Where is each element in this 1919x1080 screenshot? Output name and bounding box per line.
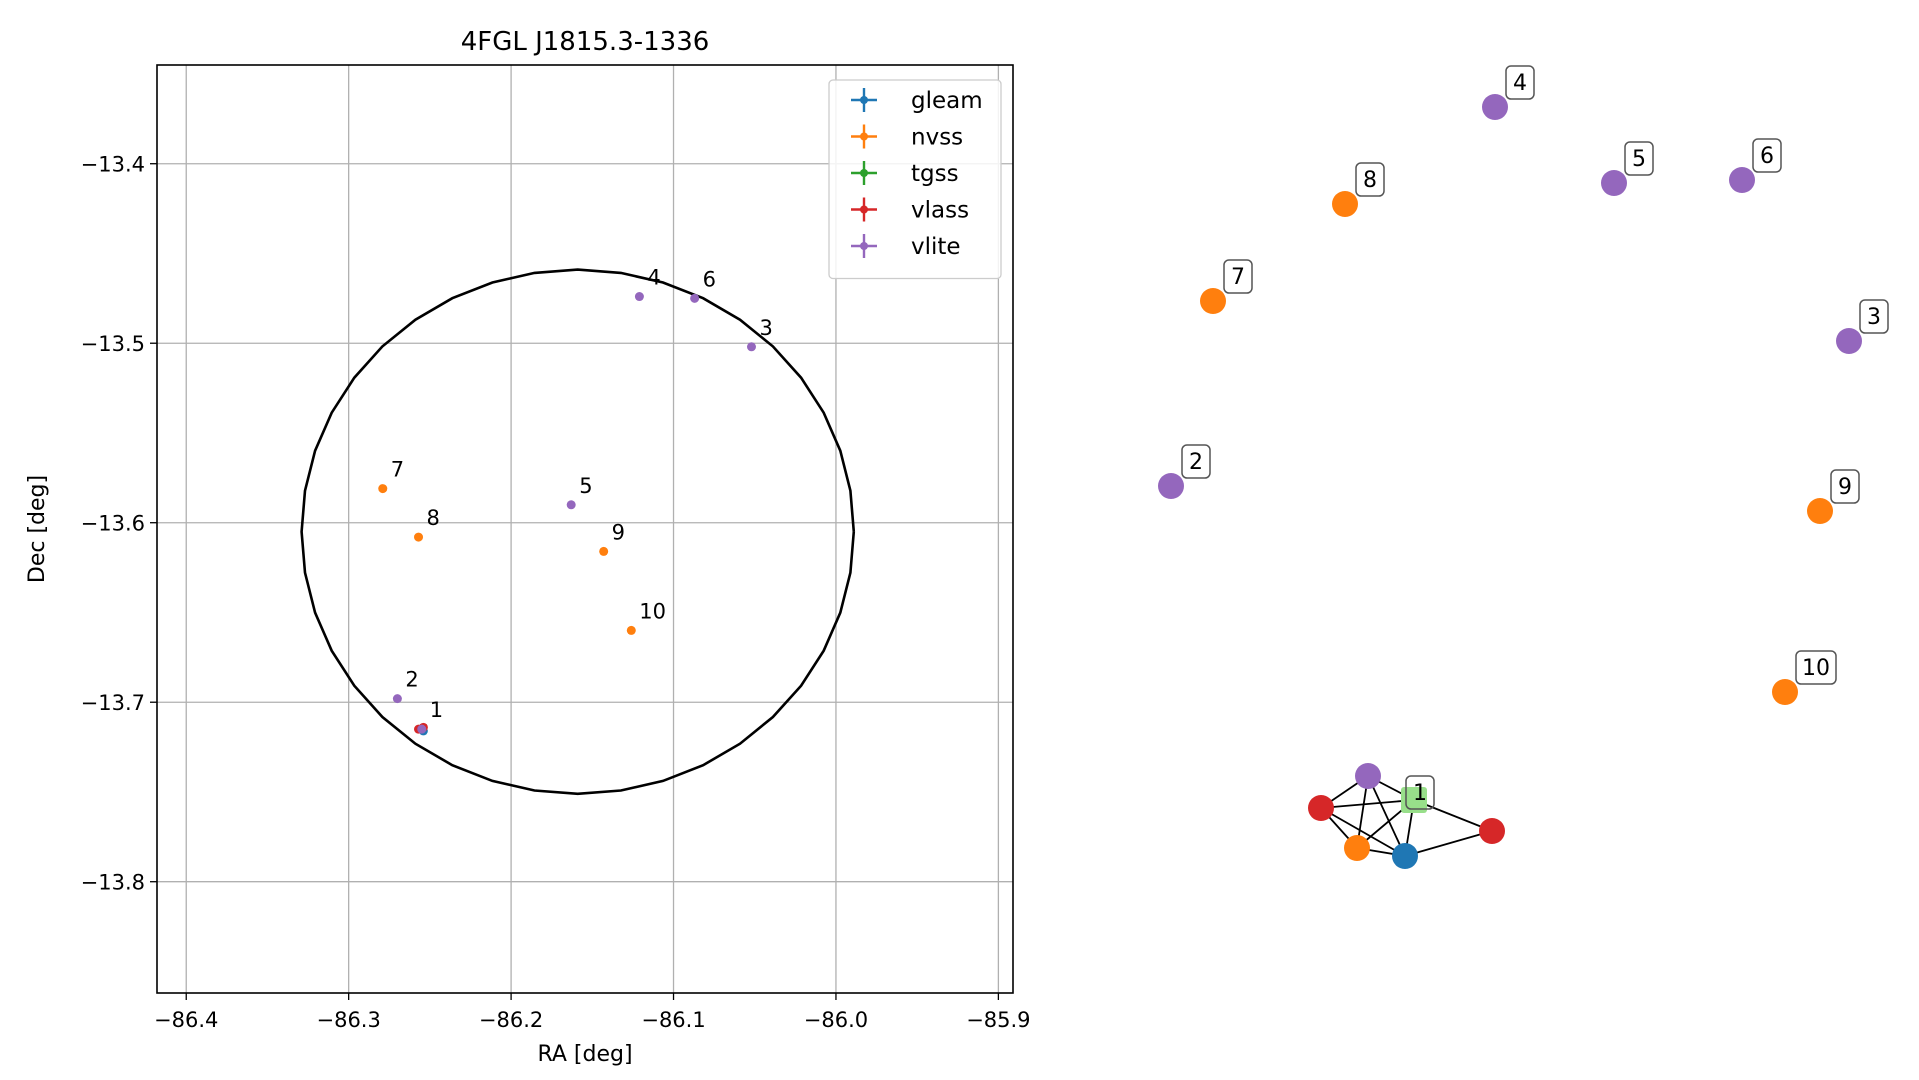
network-node <box>1772 679 1798 705</box>
node-label: 6 <box>1760 144 1774 169</box>
node-label-box <box>1830 469 1860 504</box>
x-tick-label: −86.0 <box>804 1008 868 1032</box>
node-label-box <box>1624 141 1654 176</box>
point-label: 7 <box>391 458 404 482</box>
node-label: 8 <box>1363 168 1377 193</box>
node-label: 4 <box>1513 71 1527 96</box>
node-label: 3 <box>1867 305 1881 330</box>
legend-marker-dot <box>860 96 868 104</box>
network-edge <box>1367 775 1406 857</box>
legend-marker-dot <box>860 132 868 141</box>
y-tick-label: −13.4 <box>81 153 145 177</box>
node-label-box <box>1752 138 1782 173</box>
point-label: 10 <box>639 599 666 623</box>
network-node <box>1729 167 1755 193</box>
network-node <box>1158 473 1184 499</box>
vlite-data-point <box>634 292 644 302</box>
vlite-data-point <box>392 694 402 704</box>
legend-marker-dot <box>860 242 868 250</box>
legend-marker-dot <box>860 169 868 177</box>
legend-marker-dot <box>860 205 868 214</box>
point-label: 4 <box>647 266 660 290</box>
error-ellipse-layer <box>300 268 856 796</box>
x-tick-label: −85.9 <box>966 1008 1030 1032</box>
legend-entry-vlite: vlite <box>911 234 961 260</box>
network-node <box>1392 843 1418 869</box>
network-nodes: 2 3 4 5 6 7 8 9 10 1 <box>1158 65 1889 869</box>
legend-entry-tgss: tgss <box>911 161 959 187</box>
x-tick-label: −86.2 <box>479 1008 543 1032</box>
point-label: 9 <box>612 520 625 544</box>
plot-frame <box>156 64 1014 994</box>
nvss-data-point <box>378 484 388 494</box>
nvss-data-point <box>599 546 609 556</box>
network-edge <box>1404 830 1493 857</box>
vlite-data-point <box>417 724 427 734</box>
x-axis-label: RA [deg] <box>537 1042 632 1067</box>
network-edge <box>1320 799 1415 809</box>
point-label: 1 <box>430 698 443 722</box>
chart-title: 4FGL J1815.3-1336 <box>461 27 710 57</box>
node-label: 7 <box>1231 265 1245 290</box>
legend-entry-vlass: vlass <box>911 198 969 224</box>
x-tick-label: −86.3 <box>316 1008 380 1032</box>
vlite-data-point <box>690 293 700 303</box>
y-tick-label: −13.6 <box>81 512 145 536</box>
point-label: 2 <box>405 668 418 692</box>
network-node <box>1807 498 1833 524</box>
x-tick-label: −86.4 <box>154 1008 218 1032</box>
y-tick-label: −13.7 <box>81 691 145 715</box>
point-label: 6 <box>703 267 716 291</box>
network-node <box>1332 191 1358 217</box>
point-label: 3 <box>759 316 772 340</box>
point-label: 8 <box>427 506 440 530</box>
network-node <box>1601 170 1627 196</box>
node-label-box <box>1181 444 1211 479</box>
network-node <box>1482 94 1508 120</box>
network-graph-panel: 2 3 4 5 6 7 8 9 10 1 <box>1158 65 1889 869</box>
node-label: 1 <box>1413 781 1427 806</box>
node-label-box <box>1355 162 1385 197</box>
network-node <box>1836 328 1862 354</box>
node-label-box <box>1859 299 1889 334</box>
y-tick-label: −13.8 <box>81 871 145 895</box>
data-points-layer: 78 9 10 12 3 4 5 6 <box>378 266 773 736</box>
legend-entry-nvss: nvss <box>911 125 963 151</box>
y-axis-label: Dec [deg] <box>25 475 50 583</box>
node-label-box <box>1405 775 1435 810</box>
legend-box <box>828 79 1002 280</box>
scatter-plot-panel: 78 9 10 12 3 4 5 6 −86.4 −86.3 −86.2 −86.1 −86.0 −85… <box>25 27 1031 1067</box>
y-tick-label: −13.5 <box>81 332 145 356</box>
nvss-data-point <box>626 625 636 635</box>
axis-ticks: −86.4 −86.3 −86.2 −86.1 −86.0 −85.9 −13.4 −13.5… <box>81 153 1031 1032</box>
error-ellipse <box>300 268 856 796</box>
point-label: 5 <box>579 474 592 498</box>
network-node <box>1200 288 1226 314</box>
node-label: 5 <box>1632 147 1646 172</box>
network-node <box>1479 818 1505 844</box>
node-label: 10 <box>1802 656 1830 681</box>
node-label-box <box>1223 259 1253 294</box>
legend: gleam nvss tgss vlass vlite <box>828 79 1002 280</box>
legend-entry-gleam: gleam <box>911 88 983 114</box>
vlite-data-point <box>746 342 756 352</box>
vlite-data-point <box>566 500 576 510</box>
network-edge <box>1320 807 1406 857</box>
network-node <box>1308 795 1334 821</box>
node-label: 9 <box>1838 475 1852 500</box>
x-tick-label: −86.1 <box>641 1008 705 1032</box>
nvss-data-point <box>414 532 424 542</box>
network-node <box>1344 835 1370 861</box>
node-label: 2 <box>1189 450 1203 475</box>
node-label-box <box>1795 650 1837 685</box>
node-label-box <box>1505 65 1535 100</box>
network-node <box>1355 763 1381 789</box>
